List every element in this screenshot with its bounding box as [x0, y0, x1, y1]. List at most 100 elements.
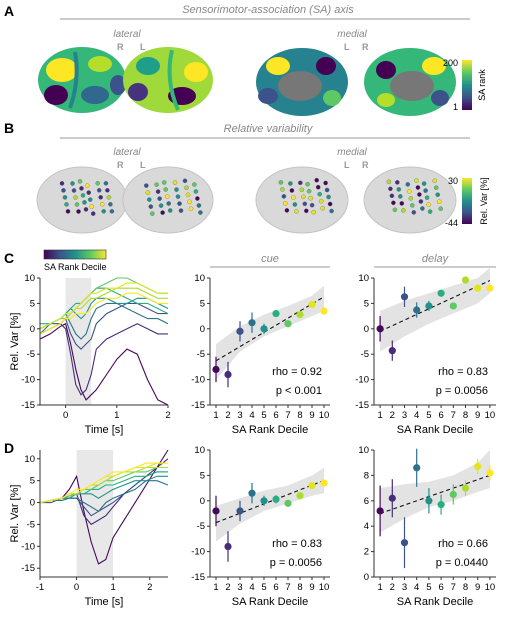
- electrode-contact: [147, 197, 152, 202]
- x-tick-label: 7: [285, 582, 290, 593]
- decile-1-point: [376, 507, 384, 515]
- decile-9-point: [308, 481, 316, 490]
- electrode-contact: [326, 194, 331, 200]
- electrode-contact: [324, 187, 330, 193]
- panel-letter-b: B: [4, 120, 14, 136]
- x-axis-label: SA Rank Decile: [232, 424, 308, 436]
- y-tick-label: -15: [355, 400, 369, 411]
- y-tick-label: 0: [364, 572, 369, 583]
- confidence-band: [380, 450, 490, 533]
- electrode-contact: [71, 188, 77, 193]
- decile-4-point: [413, 306, 421, 314]
- electrode-contact: [399, 201, 405, 206]
- x-tick-label: 8: [463, 582, 468, 593]
- y-tick-label: 5: [364, 298, 369, 309]
- electrode-contact: [391, 200, 396, 206]
- hemi-label-a-4: R: [362, 42, 369, 52]
- decile-9-point: [308, 300, 316, 309]
- x-tick-label: 5: [426, 410, 431, 421]
- electrode-contact: [305, 181, 310, 187]
- electrode-contact: [89, 204, 94, 209]
- decile-9-point: [474, 284, 482, 292]
- electrode-contact: [418, 199, 424, 204]
- stat-annotation: rho = 0.83: [438, 366, 488, 378]
- panel-b-medial-label: medial: [337, 147, 367, 158]
- decile-6-point: [437, 501, 445, 509]
- decile-2-point: [224, 370, 232, 379]
- electrode-contact: [329, 208, 334, 214]
- sa-decile-legend-bar: [43, 249, 107, 260]
- y-tick-label: 6: [364, 496, 369, 507]
- electrode-contact: [309, 202, 315, 208]
- x-tick-label: 1: [213, 410, 218, 421]
- colorbar-rel-var: [462, 178, 472, 224]
- y-tick-label: -5: [197, 521, 205, 532]
- electrode-contact: [103, 181, 109, 186]
- electrode-contact: [323, 180, 328, 186]
- decile-10-line: [39, 462, 168, 504]
- x-tick-label: 5: [261, 410, 266, 421]
- y-tick-label: -5: [27, 349, 35, 360]
- confidence-band: [216, 285, 324, 380]
- y-tick-label: -15: [191, 400, 205, 411]
- electrode-contact: [294, 209, 299, 214]
- colorbar-a-min: 1: [453, 102, 458, 112]
- electrode-contact: [195, 196, 200, 201]
- electrode-contact: [196, 203, 202, 208]
- colorbar-sa-rank: [462, 60, 472, 110]
- electrode-contact: [292, 202, 298, 207]
- electrode-contact: [83, 207, 89, 212]
- electrode-contacts: [59, 177, 443, 216]
- electrode-contact: [417, 192, 422, 197]
- x-tick-label: 2: [390, 410, 395, 421]
- brain-b-lateral-left: [122, 166, 214, 234]
- electrode-contact: [420, 206, 425, 211]
- electrode-contact: [421, 181, 427, 186]
- y-tick-label: -10: [21, 541, 35, 552]
- y-tick-label: -5: [197, 349, 205, 360]
- decile-8-point: [296, 310, 304, 319]
- regression-line: [215, 479, 325, 524]
- brain-b-medial-left: [255, 166, 349, 234]
- electrode-contact: [59, 181, 65, 186]
- stat-annotation: rho = 0.83: [272, 538, 322, 550]
- decile-1-line: [39, 449, 169, 565]
- sa-decile-legend-label: SA Rank Decile: [44, 262, 107, 272]
- electrode-contact: [177, 201, 182, 206]
- decile-9-point: [474, 462, 482, 471]
- x-tick-label: 9: [475, 582, 480, 593]
- panel-a-title: Sensorimotor-association (SA) axis: [182, 4, 354, 16]
- stat-annotation: p = 0.0056: [436, 385, 488, 397]
- electrode-contact: [148, 204, 154, 209]
- decile-5-point: [425, 497, 433, 505]
- electrode-contact: [415, 185, 421, 190]
- decile-7-point: [284, 320, 292, 328]
- y-tick-label: 4: [364, 521, 369, 532]
- decile-9-line: [39, 282, 168, 330]
- electrode-contact: [283, 201, 288, 206]
- x-tick-label: 4: [249, 582, 254, 593]
- electrode-contact: [306, 188, 312, 194]
- y-tick-label: 5: [30, 298, 35, 309]
- electrode-contact: [64, 202, 69, 207]
- x-tick-label: 2: [225, 410, 230, 421]
- electrode-contact: [157, 196, 162, 201]
- electrode-contact: [182, 178, 188, 184]
- electrode-contact: [288, 181, 293, 186]
- decile-1-line: [39, 322, 169, 406]
- electrode-contact: [281, 194, 287, 199]
- confidence-band: [380, 267, 490, 352]
- electrode-contact: [289, 188, 295, 193]
- electrode-contact: [187, 199, 192, 205]
- decile-4-point: [248, 489, 256, 497]
- x-tick-label: 10: [319, 410, 330, 421]
- electrode-contact: [433, 185, 439, 190]
- x-tick-label: 0: [74, 582, 79, 593]
- x-tick-label: 2: [390, 582, 395, 593]
- decile-2-point: [224, 542, 232, 551]
- colorbar-b-min: -44: [445, 218, 458, 228]
- decile-10-point: [320, 307, 328, 315]
- electrode-contact: [76, 209, 81, 214]
